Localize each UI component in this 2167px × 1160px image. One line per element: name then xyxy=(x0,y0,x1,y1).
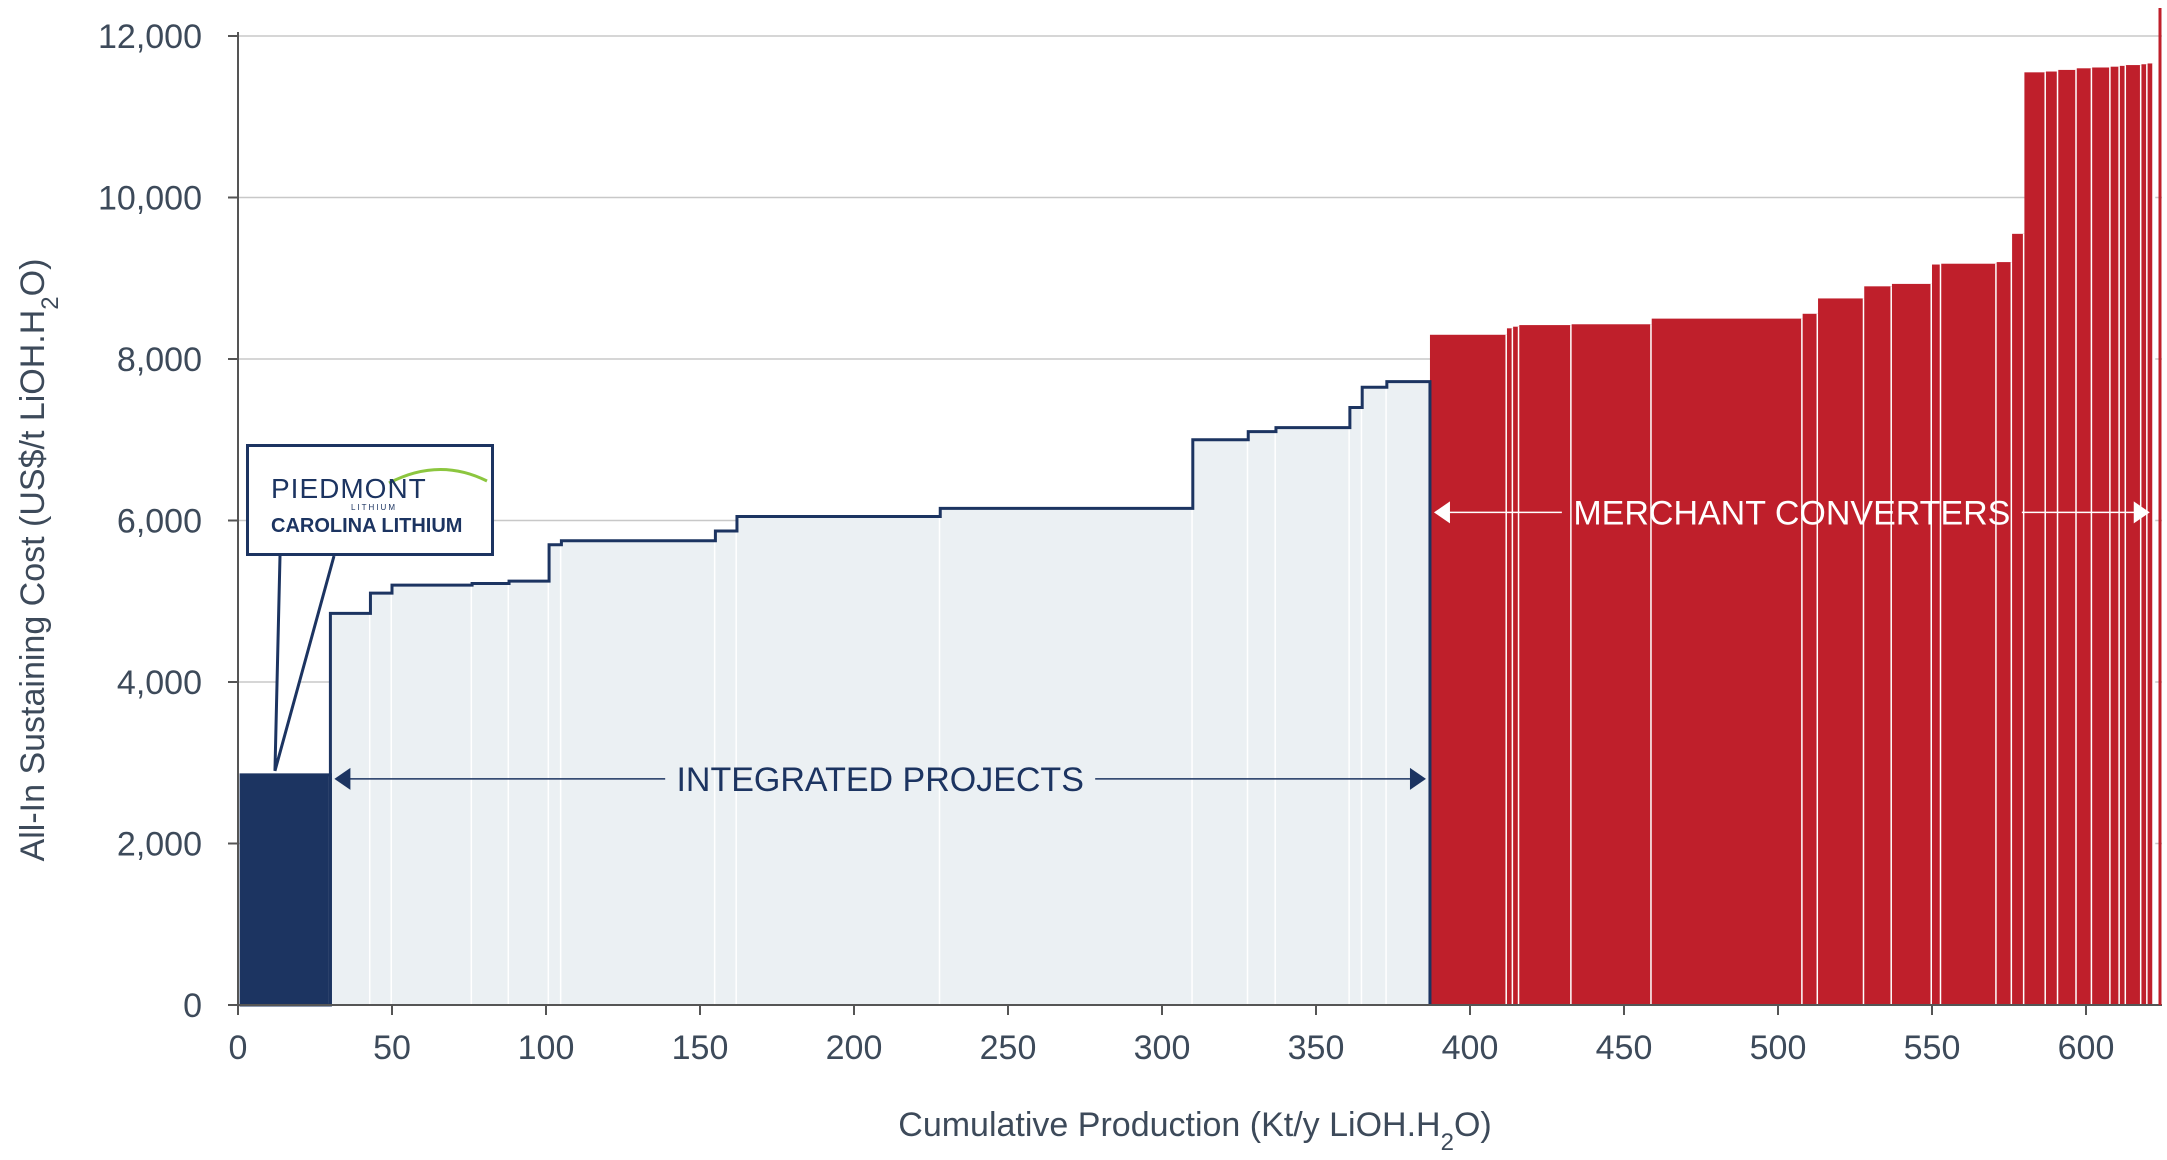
merchant-bar xyxy=(1519,325,1572,1006)
x-axis-title: Cumulative Production (Kt/y LiOH.H2O) xyxy=(898,1106,1491,1156)
x-tick-label: 100 xyxy=(518,1029,575,1067)
integrated-bar xyxy=(715,530,737,1005)
merchant-bar xyxy=(1818,298,1865,1005)
merchant-converters-label: MERCHANT CONVERTERS xyxy=(1573,494,2010,532)
y-tick-label: 4,000 xyxy=(117,664,202,702)
x-tick-label: 450 xyxy=(1596,1029,1653,1067)
y-axis-title: All-In Sustaining Cost (US$/t LiOH.H2O) xyxy=(14,259,64,862)
integrated-bar xyxy=(736,516,941,1005)
brand-arc-icon xyxy=(388,468,488,485)
integrated-bar xyxy=(330,613,371,1005)
merchant-bar xyxy=(2119,65,2127,1005)
annotations: INTEGRATED PROJECTS MERCHANT CONVERTERS xyxy=(273,494,2150,799)
axes: 0 2,000 4,000 6,000 8,000 10,000 12,000 0 50 100 1… xyxy=(98,8,2162,1067)
merchant-bar xyxy=(2058,69,2077,1006)
arrow-left-icon xyxy=(1433,501,1450,524)
integrated-bar xyxy=(549,544,562,1005)
arrow-right-icon xyxy=(2133,501,2150,524)
integrated-bar xyxy=(1386,381,1430,1005)
x-tick-label: 400 xyxy=(1442,1029,1499,1067)
merchant-bar xyxy=(1941,263,1997,1006)
merchant-bar xyxy=(2110,66,2120,1005)
x-tick-label: 600 xyxy=(2058,1029,2115,1067)
x-tick-label: 350 xyxy=(1288,1029,1345,1067)
integrated-bar xyxy=(1248,431,1276,1005)
integrated-bar xyxy=(1275,427,1350,1005)
y-tick-label: 12,000 xyxy=(98,18,202,56)
merchant-bar xyxy=(1932,264,1942,1006)
y-tick-label: 6,000 xyxy=(117,503,202,541)
arrow-right-icon xyxy=(1409,767,1426,790)
x-tick-label: 200 xyxy=(826,1029,883,1067)
y-tick-label: 0 xyxy=(183,987,202,1025)
merchant-bar xyxy=(2147,63,2154,1005)
piedmont-bar xyxy=(241,774,331,1005)
merchant-bar xyxy=(2024,72,2046,1005)
integrated-bar xyxy=(1362,387,1387,1005)
merchant-bar xyxy=(1864,286,1892,1005)
integrated-bar xyxy=(509,581,550,1005)
integrated-bar xyxy=(1192,439,1249,1005)
integrated-bar xyxy=(392,585,473,1005)
merchant-bar xyxy=(2141,64,2148,1005)
x-tick-label: 0 xyxy=(229,1029,248,1067)
y-tick-label: 2,000 xyxy=(117,826,202,864)
x-tick-label: 500 xyxy=(1750,1029,1807,1067)
integrated-projects-label: INTEGRATED PROJECTS xyxy=(676,761,1083,799)
integrated-bar xyxy=(370,593,392,1005)
merchant-bar xyxy=(1506,328,1514,1005)
merchant-bar xyxy=(1429,334,1507,1005)
arrow-left-icon xyxy=(334,767,351,790)
x-tick-label: 150 xyxy=(672,1029,729,1067)
integrated-bar xyxy=(472,583,510,1005)
x-tick-label: 300 xyxy=(1134,1029,1191,1067)
merchant-bar xyxy=(2126,65,2142,1005)
integrated-bar xyxy=(940,508,1193,1005)
project-name: CAROLINA LITHIUM xyxy=(271,515,463,537)
x-tick-label: 250 xyxy=(980,1029,1037,1067)
y-tick-label: 10,000 xyxy=(98,180,202,218)
merchant-bar xyxy=(2092,67,2111,1006)
merchant-bar xyxy=(2012,233,2025,1005)
merchant-bar xyxy=(2045,71,2059,1005)
x-tick-label: 50 xyxy=(373,1029,411,1067)
brand-sub: LITHIUM xyxy=(351,503,397,512)
merchant-bar xyxy=(1996,262,2013,1006)
integrated-bar xyxy=(561,540,716,1005)
merchant-bar xyxy=(2076,68,2093,1006)
integrated-step-outline xyxy=(328,380,1432,1005)
carolina-lithium-callout: PIEDMONT LITHIUM CAROLINA LITHIUM xyxy=(246,444,494,556)
merchant-bar xyxy=(1513,326,1520,1005)
integrated-bar xyxy=(1349,407,1363,1005)
brand-name: PIEDMONT xyxy=(271,473,427,504)
x-tick-label: 550 xyxy=(1904,1029,1961,1067)
merchant-bar xyxy=(1802,313,1819,1005)
merchant-bar xyxy=(1891,283,1932,1006)
callout-pointer xyxy=(273,555,336,772)
y-tick-label: 8,000 xyxy=(117,341,202,379)
bars xyxy=(241,63,2156,1006)
merchant-bar xyxy=(1651,318,1803,1005)
merchant-bar xyxy=(1571,324,1652,1006)
